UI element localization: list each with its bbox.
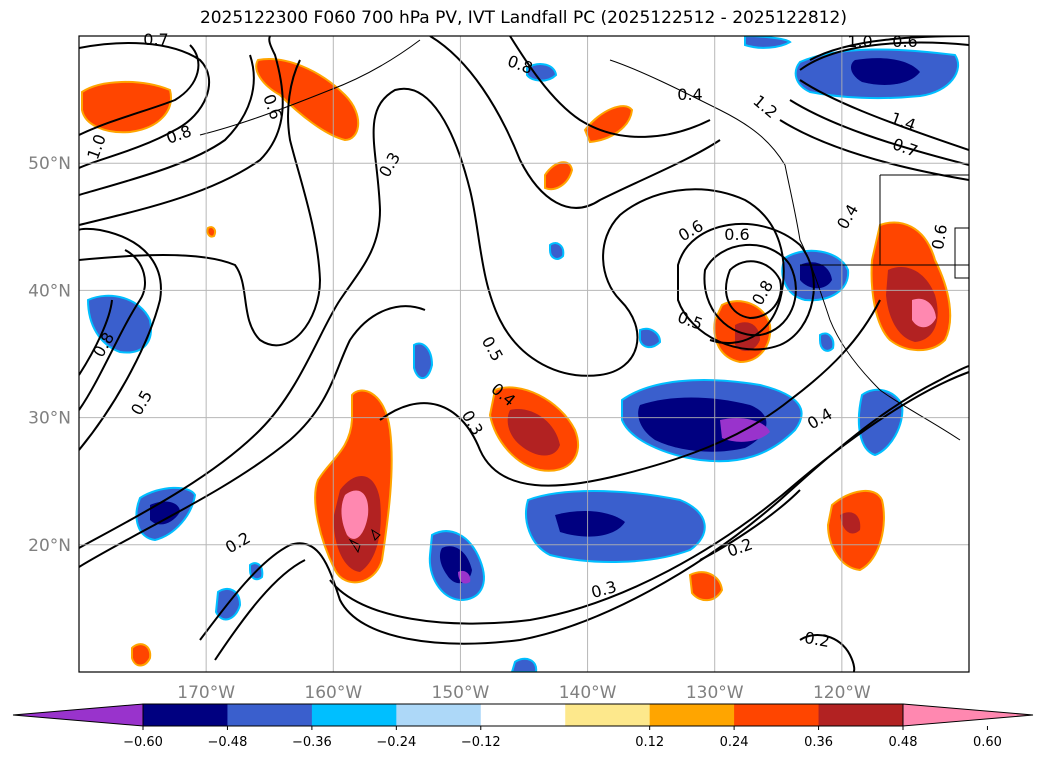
- contour-label: 0.5: [127, 387, 156, 419]
- colorbar-tick-label: −0.36: [292, 735, 332, 750]
- colorbar-tick-label: −0.24: [376, 735, 416, 750]
- lat-tick-label: 30°N: [28, 409, 71, 429]
- lat-tick-label: 20°N: [28, 536, 71, 556]
- positive-anomaly-region: [583, 105, 634, 144]
- contour-label: 0.3: [375, 149, 404, 181]
- negative-anomaly-region: [850, 58, 920, 85]
- colorbar-tick-label: 0.36: [804, 735, 833, 750]
- lat-tick-label: 50°N: [28, 154, 71, 174]
- colorbar-segment: [649, 704, 735, 726]
- positive-anomaly-region: [341, 490, 369, 539]
- colorbar-tick-label: 0.12: [635, 735, 664, 750]
- lon-tick-label: 170°W: [177, 683, 235, 703]
- negative-anomaly-region: [639, 327, 662, 348]
- negative-anomaly-region: [150, 501, 180, 525]
- contour-label: 0.8: [164, 121, 194, 148]
- contour-label: 0.6: [675, 216, 707, 245]
- positive-anomaly-region: [206, 226, 217, 238]
- contour-label: 0.6: [928, 223, 951, 251]
- colorbar-tick-label: 0.24: [720, 735, 749, 750]
- negative-anomaly-region: [413, 342, 434, 380]
- colorbar-segment: [818, 704, 904, 726]
- lon-tick-label: 130°W: [686, 683, 744, 703]
- contour-label: 0.3: [458, 407, 487, 439]
- colorbar-segment: [227, 704, 313, 726]
- negative-anomaly-region: [800, 262, 832, 289]
- contour-label: 0.4: [833, 201, 862, 233]
- contour-label: 1.0: [847, 32, 872, 51]
- colorbar-tick-label: −0.12: [461, 735, 501, 750]
- lon-tick-label: 140°W: [559, 683, 617, 703]
- contour-label: 0.2: [725, 534, 755, 561]
- positive-anomaly-region: [840, 512, 861, 534]
- negative-anomaly-region: [510, 657, 538, 672]
- colorbar-extend-high: [902, 703, 1034, 727]
- contour-label: 0.4: [804, 404, 836, 433]
- contour-label: 0.6: [892, 32, 917, 51]
- contour-label: 0.7: [143, 30, 168, 49]
- colorbar-segment: [143, 704, 228, 726]
- contour-label: 0.4: [677, 85, 702, 104]
- positive-anomaly-region: [688, 571, 724, 602]
- colorbar-segment: [311, 704, 397, 726]
- lon-tick-label: 150°W: [432, 683, 490, 703]
- lon-tick-label: 120°W: [813, 683, 871, 703]
- contour-label: 0.5: [478, 333, 507, 365]
- colorbar: −0.60 −0.48 −0.36 −0.24 −0.12 0.12 0.24 0.36 0.4…: [12, 703, 1034, 750]
- latitude-labels: 50°N 40°N 30°N 20°N: [28, 154, 71, 556]
- positive-anomaly-region: [81, 81, 172, 134]
- negative-anomaly-region: [526, 63, 558, 82]
- map-title: 2025122300 F060 700 hPa PV, IVT Landfall…: [199, 8, 847, 28]
- lon-tick-label: 160°W: [304, 683, 362, 703]
- colorbar-segment: [565, 704, 651, 726]
- negative-anomaly-region: [549, 242, 565, 260]
- pv-contours: [79, 36, 969, 672]
- contour-label: 0.6: [724, 225, 749, 244]
- contour-label: 1.2: [749, 91, 781, 122]
- negative-anomaly-region: [458, 570, 471, 584]
- colorbar-segment: [396, 704, 482, 726]
- negative-anomaly-region: [819, 332, 835, 352]
- colorbar-segment: [734, 704, 820, 726]
- contour-label: 0.2: [222, 528, 254, 557]
- colorbar-extend-low: [12, 703, 144, 727]
- shading-layer: [81, 36, 960, 672]
- colorbar-tick-label: 0.48: [889, 735, 918, 750]
- lat-tick-label: 40°N: [28, 281, 71, 301]
- contour-label: 0.2: [803, 628, 831, 651]
- negative-anomaly-region: [744, 36, 792, 49]
- positive-anomaly-region: [255, 58, 360, 142]
- coastlines: [199, 39, 969, 554]
- colorbar-tick-label: 0.60: [973, 735, 1002, 750]
- positive-anomaly-region: [544, 161, 574, 190]
- longitude-labels: 170°W 160°W 150°W 140°W 130°W 120°W: [177, 683, 871, 703]
- colorbar-tick-label: −0.60: [123, 735, 163, 750]
- positive-anomaly-region: [507, 409, 560, 456]
- plot-frame: [78, 35, 970, 673]
- colorbar-segment: [480, 704, 566, 726]
- contour-label: 0.7: [890, 134, 920, 161]
- colorbar-tick-label: −0.48: [208, 735, 248, 750]
- negative-anomaly-region: [857, 388, 904, 457]
- contour-label: 0.3: [589, 577, 619, 602]
- positive-anomaly-region: [735, 322, 760, 352]
- gridlines: [79, 36, 969, 672]
- colorbar-frame: [142, 703, 904, 727]
- positive-anomaly-region: [131, 643, 152, 667]
- negative-anomaly-region: [555, 510, 625, 537]
- positive-anomaly-region: [912, 298, 936, 328]
